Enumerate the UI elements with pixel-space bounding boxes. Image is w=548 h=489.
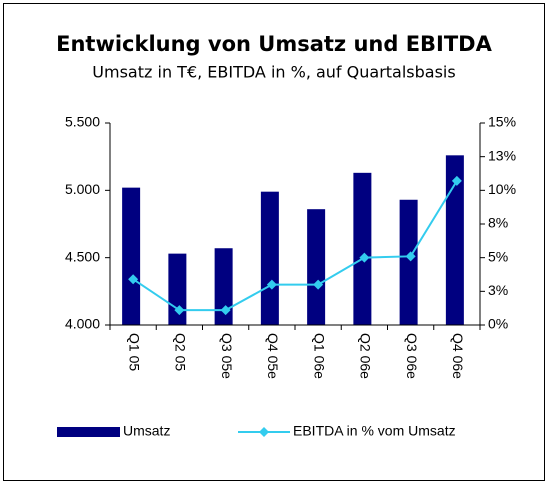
y2-tick-label: 13% xyxy=(488,147,516,163)
bar xyxy=(122,187,141,325)
y2-tick-label: 5% xyxy=(488,248,508,264)
line-marker xyxy=(359,252,370,263)
x-tick-label: Q2 05 xyxy=(173,333,189,371)
y-tick-label: 4.000 xyxy=(65,316,100,332)
y2-tick-label: 3% xyxy=(488,282,508,298)
bar xyxy=(168,253,187,325)
line-marker xyxy=(266,279,277,290)
bar xyxy=(353,172,372,325)
bar xyxy=(260,191,279,325)
line-marker xyxy=(128,274,139,285)
bar xyxy=(214,248,233,325)
line-marker xyxy=(220,305,231,316)
chart-subtitle: Umsatz in T€, EBITDA in %, auf Quartalsb… xyxy=(92,63,455,82)
line-marker xyxy=(405,251,416,262)
y2-tick-label: 0% xyxy=(488,316,508,332)
bar xyxy=(445,155,464,325)
line-marker xyxy=(451,175,462,186)
x-tick-label: Q1 06e xyxy=(311,333,327,379)
bar xyxy=(399,199,418,325)
y-tick-label: 5.000 xyxy=(65,181,100,197)
x-tick-label: Q3 05e xyxy=(219,333,235,379)
x-tick-label: Q2 06e xyxy=(358,333,374,379)
x-tick-label: Q4 05e xyxy=(265,333,281,379)
y2-tick-label: 10% xyxy=(488,181,516,197)
line-marker xyxy=(174,305,185,316)
line xyxy=(132,180,458,312)
chart-title: Entwicklung von Umsatz und EBITDA xyxy=(56,32,493,56)
legend-label: EBITDA in % vom Umsatz xyxy=(293,423,456,439)
x-tick-label: Q3 06e xyxy=(404,333,420,379)
y-tick-label: 4.500 xyxy=(65,248,100,264)
bar xyxy=(307,209,326,325)
y2-tick-label: 8% xyxy=(488,215,508,231)
x-tick-label: Q4 06e xyxy=(450,333,466,379)
x-tick-label: Q1 05 xyxy=(126,333,142,371)
legend-label: Umsatz xyxy=(123,423,170,439)
legend-marker xyxy=(259,427,269,437)
line-marker xyxy=(313,279,324,290)
legend-swatch xyxy=(57,427,120,437)
y-tick-label: 5.500 xyxy=(65,114,100,130)
y2-tick-label: 15% xyxy=(488,114,516,130)
